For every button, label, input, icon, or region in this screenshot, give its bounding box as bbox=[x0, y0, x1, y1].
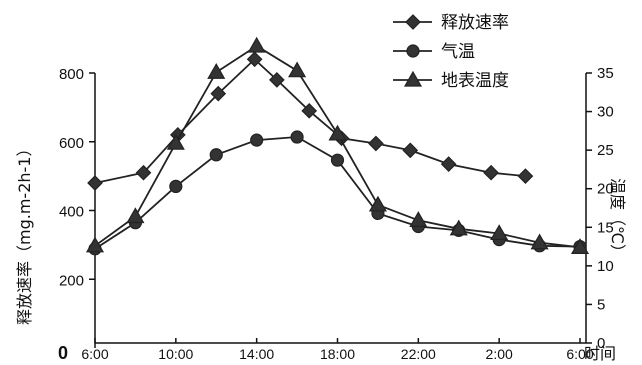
series-0-point bbox=[269, 72, 285, 88]
x-tick-label: 6:00 bbox=[81, 346, 108, 362]
series-0-point bbox=[440, 156, 457, 172]
series-2-point bbox=[126, 207, 145, 224]
y-right-tick-label: 35 bbox=[597, 65, 614, 82]
series-0-point bbox=[246, 51, 263, 68]
series-0-point bbox=[87, 175, 103, 191]
series-2-point bbox=[449, 219, 468, 236]
series-2-point bbox=[207, 63, 226, 79]
x-axis-title: 时间 bbox=[584, 344, 616, 363]
series-2-point bbox=[247, 36, 266, 53]
series-0-point bbox=[210, 85, 227, 102]
series-0-point bbox=[517, 168, 534, 184]
y-left-zero-label: 0 bbox=[58, 343, 68, 363]
y-right-tick-label: 25 bbox=[597, 142, 614, 159]
y-right-axis-title: 温度（℃） bbox=[608, 178, 627, 260]
y-right-tick-label: 0 bbox=[597, 335, 605, 352]
y-right-tick-label: 30 bbox=[597, 104, 614, 121]
legend-label-0: 释放速率 bbox=[441, 13, 509, 33]
series-0-point bbox=[301, 102, 318, 119]
series-0-point bbox=[483, 164, 499, 181]
series-2-point bbox=[288, 61, 307, 78]
series-1-point bbox=[290, 130, 304, 144]
x-tick-label: 6:00 bbox=[566, 346, 593, 362]
series-2-point bbox=[328, 124, 347, 141]
y-left-tick-label: 400 bbox=[59, 204, 84, 221]
x-tick-label: 18:00 bbox=[320, 346, 355, 362]
y-left-tick-label: 800 bbox=[59, 66, 84, 83]
series-1-point bbox=[250, 133, 264, 147]
x-tick-label: 22:00 bbox=[401, 346, 436, 362]
legend-label-2: 地表温度 bbox=[441, 71, 509, 91]
x-tick-label: 14:00 bbox=[239, 346, 274, 362]
series-2-point bbox=[368, 195, 387, 212]
series-group bbox=[85, 36, 590, 256]
y-left-axis-title: 释放速率（mg.m-2h-1） bbox=[15, 141, 34, 325]
series-1-point bbox=[209, 148, 223, 162]
series-2-point bbox=[409, 211, 428, 227]
series-1-point bbox=[330, 153, 345, 167]
series-legend-2-point bbox=[403, 70, 423, 87]
y-left-tick-label: 200 bbox=[59, 272, 84, 289]
series-2-point bbox=[570, 238, 590, 254]
series-1-point bbox=[169, 179, 183, 193]
series-2-point bbox=[166, 133, 185, 150]
y-right-tick-label: 20 bbox=[597, 181, 614, 198]
x-tick-label: 2:00 bbox=[486, 346, 513, 362]
y-left-tick-label: 600 bbox=[59, 135, 84, 152]
series-0-point bbox=[135, 164, 152, 181]
x-tick-label: 10:00 bbox=[158, 346, 193, 362]
series-2-point bbox=[85, 236, 105, 253]
y-right-tick-label: 10 bbox=[597, 258, 614, 275]
series-0-point bbox=[368, 135, 384, 152]
series-legend-1-point bbox=[406, 44, 420, 58]
series-0-point bbox=[402, 142, 419, 159]
legend-label-1: 气温 bbox=[441, 42, 475, 62]
y-right-tick-label: 5 bbox=[597, 296, 605, 313]
series-2-point bbox=[530, 233, 549, 250]
axes-group: 200 400 600 800 0 5 10 15 20 25 30 35 6:00 10:00 14:00… bbox=[59, 65, 614, 362]
series-2-point bbox=[490, 224, 509, 241]
y-right-tick-label: 15 bbox=[597, 219, 614, 236]
series-legend-0-point bbox=[405, 14, 421, 30]
